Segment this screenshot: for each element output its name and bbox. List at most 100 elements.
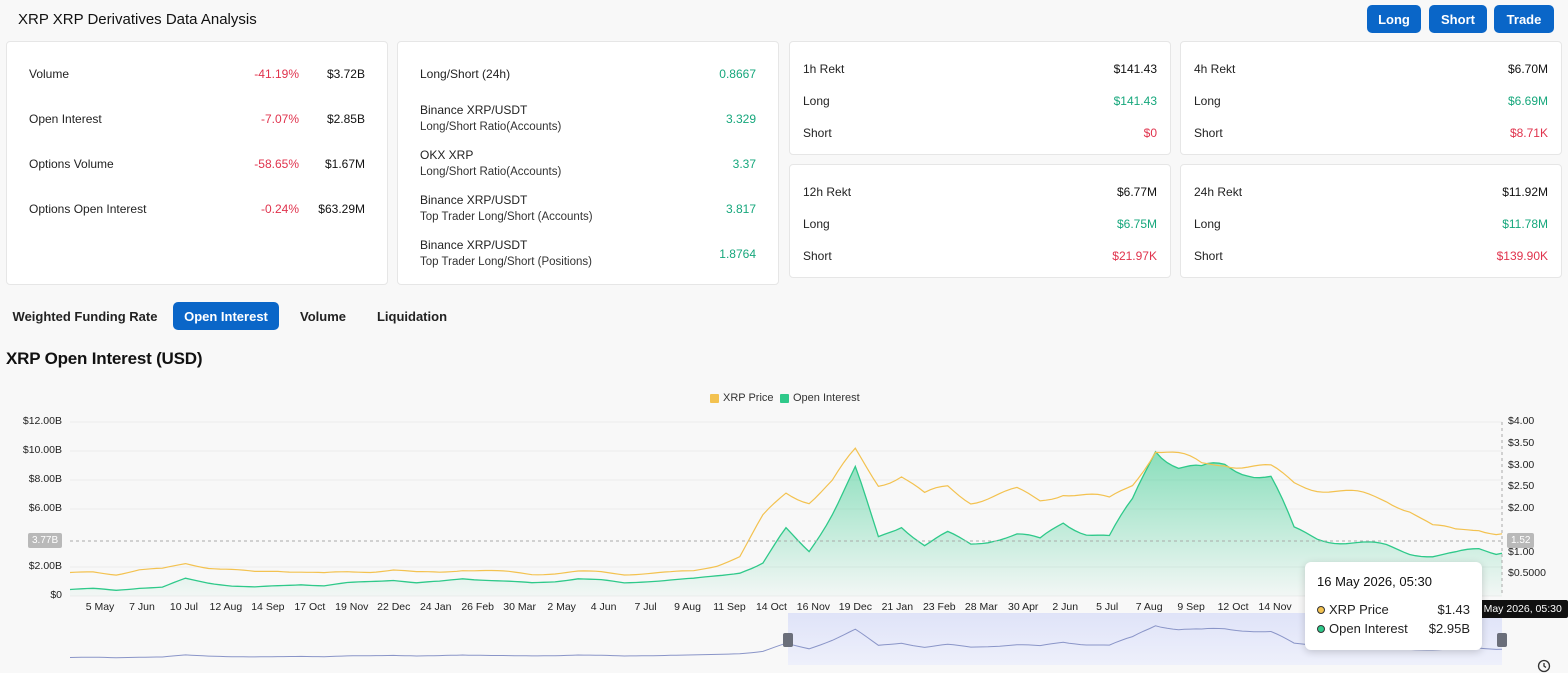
x-tick-label: 10 Jul <box>169 601 198 613</box>
rekt-total: $6.70M <box>1507 62 1548 76</box>
rekt-long-value: $141.43 <box>1113 94 1157 108</box>
tab-volume[interactable]: Volume <box>300 308 346 324</box>
overview-change: -58.65% <box>254 157 299 171</box>
rekt-long-value: $6.69M <box>1507 94 1548 108</box>
rekt-short-value: $21.97K <box>1112 249 1157 263</box>
rekt-4h-card: 4h Rekt $6.70M Long $6.69M Short $8.71K <box>1180 41 1562 155</box>
rekt-title: 4h Rekt <box>1194 62 1236 76</box>
ratio-label: Binance XRP/USDT <box>420 103 528 117</box>
rekt-1h-card: 1h Rekt $141.43 Long $141.43 Short $0 <box>789 41 1171 155</box>
legend-oi[interactable]: Open Interest <box>780 392 860 404</box>
x-tick-label: 7 Jul <box>634 601 657 613</box>
tooltip-oi-dot <box>1317 625 1325 633</box>
x-tick-label: 14 Nov <box>1258 601 1292 613</box>
legend-label-oi: Open Interest <box>793 392 860 404</box>
xrp-price-line <box>69 447 1503 576</box>
rekt-short-label: Short <box>1194 126 1223 140</box>
x-tick-label: 26 Feb <box>461 601 495 613</box>
tab-open-interest[interactable]: Open Interest <box>173 302 279 330</box>
rekt-long-label: Long <box>803 94 830 108</box>
legend-price[interactable]: XRP Price <box>710 392 774 404</box>
y-right-tick-label: $3.00 <box>1508 458 1535 471</box>
overview-value: $2.85B <box>326 112 365 126</box>
tab-liquidation[interactable]: Liquidation <box>376 308 448 324</box>
legend-swatch-oi <box>780 393 789 403</box>
x-tick-label: 4 Jun <box>590 601 617 613</box>
ratio-value: 3.37 <box>732 157 756 171</box>
ratios-card: Long/Short (24h) 0.8667 Binance XRP/USDT… <box>397 41 779 285</box>
rekt-title: 1h Rekt <box>803 62 845 76</box>
x-tick-label: 11 Sep <box>713 601 746 613</box>
ratio-sublabel: Top Trader Long/Short (Positions) <box>420 256 592 268</box>
rekt-long-label: Long <box>1194 94 1221 108</box>
x-tick-label: 30 Apr <box>1008 601 1039 613</box>
page-title: XRP XRP Derivatives Data Analysis <box>18 11 257 28</box>
x-tick-label: 28 Mar <box>964 601 998 613</box>
ratio-value: 0.8667 <box>719 67 756 81</box>
y-left-tick-label: $2.00B <box>28 560 62 572</box>
x-tick-label: 12 Aug <box>209 601 243 613</box>
x-tick-label: 22 Dec <box>377 601 411 613</box>
y-left-tick-label: $10.00B <box>22 444 62 456</box>
chart-title: XRP Open Interest (USD) <box>6 349 203 368</box>
crosshair-left-value: 3.77B <box>28 533 63 548</box>
x-tick-label: 2 Jun <box>1052 601 1079 613</box>
navigator-handle[interactable] <box>783 633 793 647</box>
rekt-short-value: $139.90K <box>1496 249 1548 263</box>
y-right-tick-label: $3.50 <box>1508 436 1535 449</box>
y-left-tick-label: $12.00B <box>22 415 62 427</box>
rekt-title: 12h Rekt <box>803 185 852 199</box>
tooltip-price-row: XRP Price $1.43 <box>1317 602 1470 617</box>
trade-button[interactable]: Trade <box>1494 5 1554 33</box>
tooltip-date: 16 May 2026, 05:30 <box>1317 574 1432 589</box>
x-tick-label: 19 Dec <box>838 601 873 613</box>
y-right-tick-label: $4.00 <box>1508 415 1535 427</box>
y-left-tick-label: $0 <box>50 589 62 601</box>
ratio-value: 1.8764 <box>719 247 756 261</box>
tooltip-oi-row: Open Interest $2.95B <box>1317 621 1470 636</box>
rekt-12h-card: 12h Rekt $6.77M Long $6.75M Short $21.97… <box>789 164 1171 278</box>
x-tick-label: 16 Nov <box>796 601 831 613</box>
ratio-value: 3.329 <box>725 112 756 126</box>
overview-card: Volume -41.19% $3.72B Open Interest -7.0… <box>6 41 388 285</box>
y-right-tick-label: $0.5000 <box>1508 567 1546 580</box>
tooltip-price-label: XRP Price <box>1329 602 1389 617</box>
long-button[interactable]: Long <box>1367 5 1421 33</box>
short-button[interactable]: Short <box>1429 5 1487 33</box>
x-tick-label: 21 Jan <box>881 601 914 613</box>
tooltip-price-value: $1.43 <box>1437 602 1470 617</box>
x-tick-label: 9 Sep <box>1177 601 1205 613</box>
x-tick-label: 5 Jul <box>1096 601 1119 613</box>
overview-value: $63.29M <box>318 202 365 216</box>
overview-change: -0.24% <box>260 202 299 216</box>
tab-weighted-funding-rate[interactable]: Weighted Funding Rate <box>12 308 158 324</box>
rekt-short-label: Short <box>1194 249 1223 263</box>
rekt-long-label: Long <box>1194 217 1221 231</box>
open-interest-area <box>70 451 1502 596</box>
rekt-title: 24h Rekt <box>1194 185 1243 199</box>
tooltip-oi-label: Open Interest <box>1329 621 1408 636</box>
ratio-label: OKX XRP <box>420 148 474 162</box>
x-tick-label: 14 Oct <box>755 601 787 613</box>
navigator-handle[interactable] <box>1497 633 1507 647</box>
tooltip-oi-value: $2.95B <box>1428 621 1470 636</box>
overview-label: Options Open Interest <box>29 202 147 216</box>
rekt-short-value: $8.71K <box>1509 126 1548 140</box>
overview-label: Options Volume <box>29 157 114 171</box>
x-tick-label: 14 Sep <box>251 601 285 613</box>
rekt-total: $11.92M <box>1502 185 1548 199</box>
x-tick-label: 24 Jan <box>419 601 452 613</box>
reset-zoom-icon[interactable] <box>1537 659 1551 673</box>
rekt-short-label: Short <box>803 126 832 140</box>
x-tick-label: 5 May <box>85 601 115 613</box>
rekt-short-value: $0 <box>1143 126 1157 140</box>
x-tick-label: 12 Oct <box>1217 601 1249 613</box>
ratio-label: Binance XRP/USDT <box>420 193 528 207</box>
x-tick-label: 7 Aug <box>1135 601 1163 613</box>
ratio-sublabel: Long/Short Ratio(Accounts) <box>420 166 562 178</box>
rekt-short-label: Short <box>803 249 832 263</box>
rekt-long-label: Long <box>803 217 830 231</box>
x-tick-label: 9 Aug <box>674 601 701 613</box>
rekt-long-value: $11.78M <box>1502 217 1548 231</box>
y-left-tick-label: $6.00B <box>28 502 62 514</box>
